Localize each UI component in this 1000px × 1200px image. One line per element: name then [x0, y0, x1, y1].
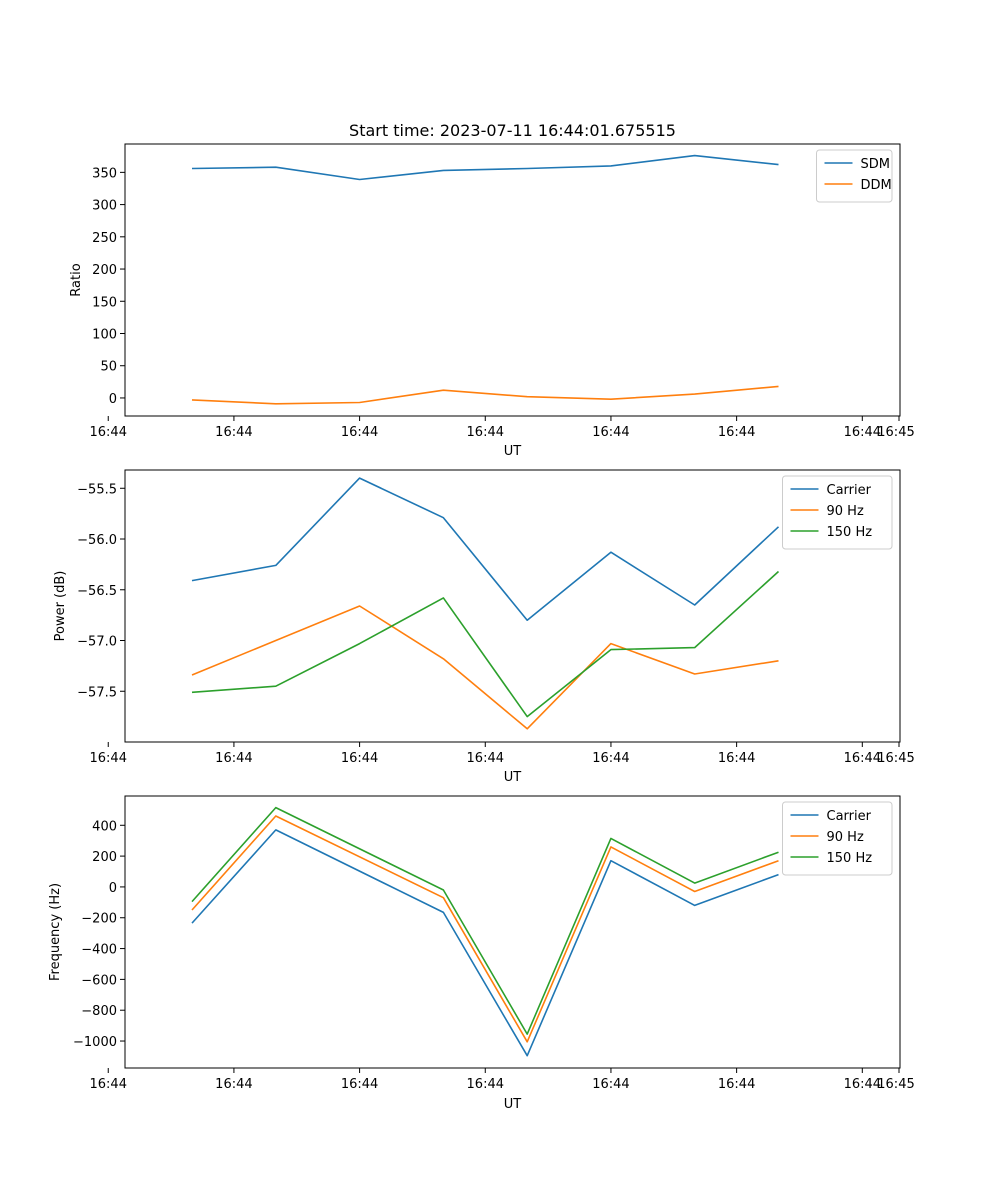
y-tick-label: 400 — [92, 819, 117, 834]
x-tick-label: 16:44 — [592, 425, 629, 440]
y-axis-label: Ratio — [69, 263, 84, 296]
legend-label: 150 Hz — [827, 525, 873, 540]
legend: SDM DDM — [816, 149, 893, 203]
series-line-carrier — [191, 829, 779, 1057]
x-tick-label: 16:45 — [877, 425, 914, 440]
y-tick-label: −57.0 — [77, 635, 117, 650]
x-tick-label: 16:44 — [844, 751, 881, 766]
series-line-sdm — [191, 154, 779, 181]
x-tick-label: 16:44 — [215, 751, 252, 766]
chart-title: Start time: 2023-07-11 16:44:01.675515 — [349, 121, 676, 140]
x-tick-label: 16:44 — [718, 425, 755, 440]
axes-frame — [124, 143, 901, 417]
legend-label: 90 Hz — [827, 830, 864, 845]
legend: Carrier 90 Hz 150 Hz — [782, 475, 893, 550]
series-line-150-hz — [191, 806, 779, 1035]
chart-2: 16:44 16:44 16:44 16:44 16:44 16:44 16:4416:45… — [53, 469, 915, 785]
y-tick-label: −56.0 — [77, 533, 117, 548]
y-tick-label: −200 — [81, 912, 117, 927]
series-line-90-hz — [191, 605, 779, 730]
legend-label: 150 Hz — [827, 851, 873, 866]
x-tick-label: 16:44 — [592, 751, 629, 766]
x-tick-label: 16:44 — [718, 1077, 755, 1092]
series-line-carrier — [191, 477, 780, 622]
x-tick-label: 16:44 — [467, 751, 504, 766]
x-tick-label: 16:44 — [90, 751, 127, 766]
y-tick-label: 50 — [100, 360, 117, 375]
legend-label: SDM — [861, 157, 890, 172]
legend: Carrier 90 Hz 150 Hz — [782, 801, 893, 876]
y-tick-label: 250 — [92, 231, 117, 246]
series-line-150-hz — [191, 570, 780, 718]
y-tick-label: 200 — [92, 263, 117, 278]
y-axis-label: Frequency (Hz) — [48, 883, 63, 981]
x-tick-label: 16:44 — [718, 751, 755, 766]
legend-label: Carrier — [827, 809, 872, 824]
x-tick-label: 16:44 — [844, 1077, 881, 1092]
y-tick-label: −1000 — [73, 1035, 117, 1050]
x-tick-label: 16:44 — [90, 1077, 127, 1092]
y-tick-label: 100 — [92, 327, 117, 342]
y-tick-label: −56.5 — [77, 584, 117, 599]
y-tick-label: 150 — [92, 295, 117, 310]
x-tick-label: 16:44 — [341, 425, 378, 440]
legend-label: 90 Hz — [827, 504, 864, 519]
y-axis-label: Power (dB) — [53, 571, 68, 642]
series-line-90-hz — [191, 815, 779, 1043]
x-axis-label: UT — [504, 1097, 522, 1112]
x-tick-label: 16:45 — [877, 751, 914, 766]
x-tick-label: 16:44 — [844, 425, 881, 440]
y-tick-label: 0 — [109, 881, 117, 896]
y-tick-label: −600 — [81, 973, 117, 988]
axes-frame — [124, 469, 901, 743]
legend-label: DDM — [861, 178, 892, 193]
x-tick-label: 16:44 — [90, 425, 127, 440]
y-tick-label: 0 — [109, 392, 117, 407]
y-tick-label: −55.5 — [77, 482, 117, 497]
x-tick-label: 16:44 — [215, 425, 252, 440]
x-tick-label: 16:44 — [341, 751, 378, 766]
x-tick-label: 16:44 — [341, 1077, 378, 1092]
y-tick-label: −800 — [81, 1004, 117, 1019]
x-tick-label: 16:44 — [467, 1077, 504, 1092]
y-tick-label: 350 — [92, 166, 117, 181]
x-tick-label: 16:44 — [592, 1077, 629, 1092]
y-tick-label: −57.5 — [77, 685, 117, 700]
x-tick-label: 16:44 — [467, 425, 504, 440]
x-tick-label: 16:45 — [877, 1077, 914, 1092]
chart-3: 16:44 16:44 16:44 16:44 16:44 16:44 16:4416:45… — [48, 795, 915, 1112]
x-axis-label: UT — [504, 770, 522, 785]
series-line-ddm — [191, 385, 779, 405]
legend-label: Carrier — [827, 483, 872, 498]
y-tick-label: 300 — [92, 199, 117, 214]
x-axis-label: UT — [504, 444, 522, 459]
x-tick-label: 16:44 — [215, 1077, 252, 1092]
y-tick-label: 200 — [92, 850, 117, 865]
y-tick-label: −400 — [81, 943, 117, 958]
chart-1: Start time: 2023-07-11 16:44:01.675515 16… — [69, 121, 915, 459]
axes-frame — [124, 795, 901, 1069]
